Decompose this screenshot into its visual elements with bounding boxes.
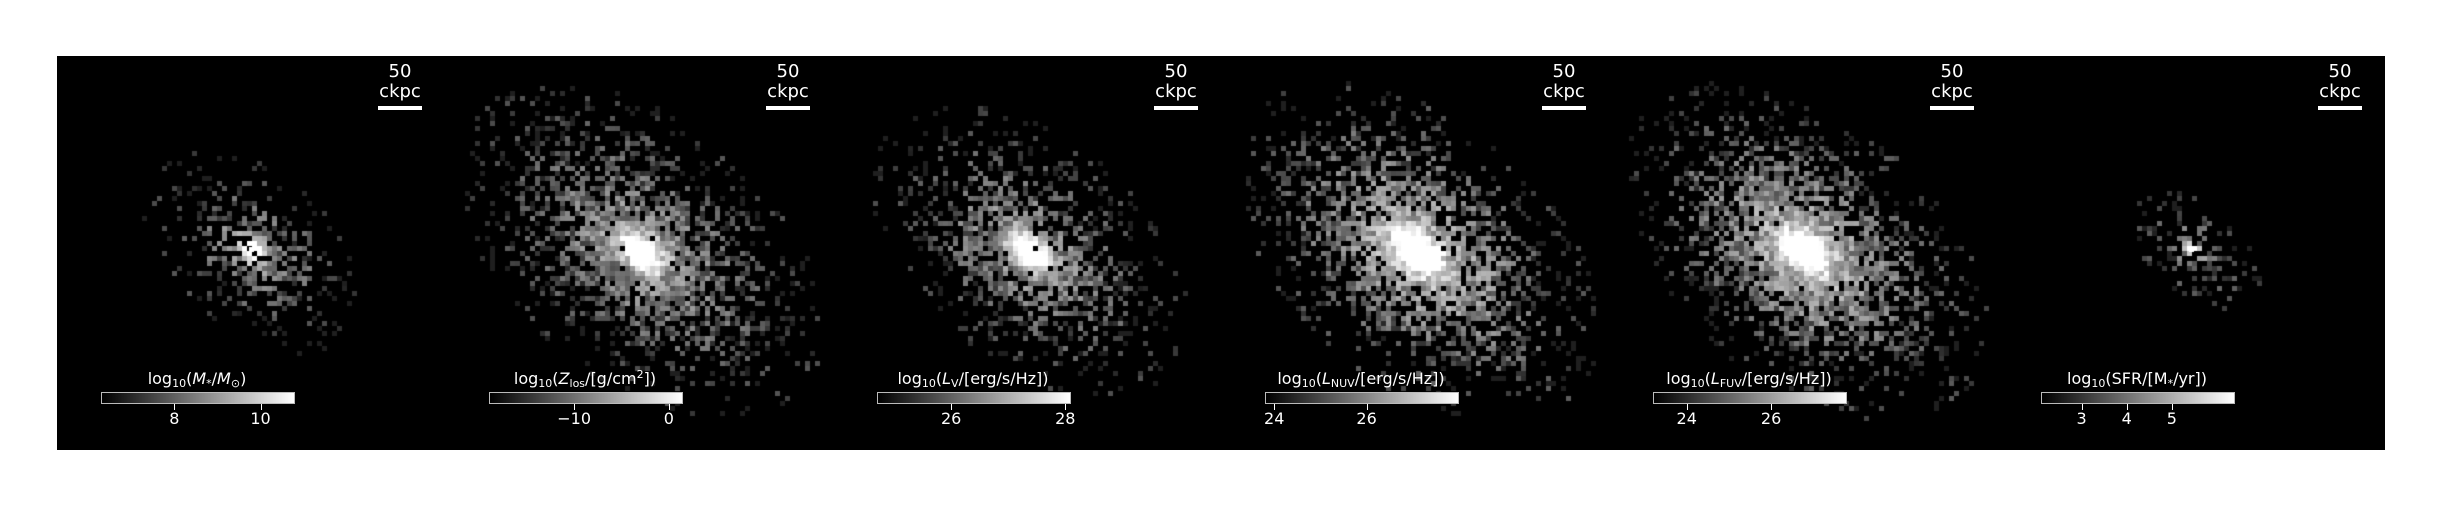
- colorbar-tick-label: 24: [1676, 409, 1697, 428]
- scale-bar: 50 ckpc: [755, 62, 821, 110]
- scale-bar-line: [766, 106, 810, 110]
- projection-map-image: [1221, 56, 1609, 450]
- colorbar-tick-label: 10: [250, 409, 271, 428]
- projection-map-image: [1997, 56, 2385, 450]
- colorbar-tick: [260, 404, 262, 410]
- colorbar-tick: [2126, 404, 2128, 410]
- colorbar-tick: [1771, 404, 1773, 410]
- colorbar: [877, 392, 1071, 404]
- colorbar-label: log10(Zlos/[g/cm2]): [513, 368, 657, 390]
- colorbar-tick: [2081, 404, 2083, 410]
- colorbar-tick: [574, 404, 576, 410]
- map-panel: 50 ckpc log10(M*/M⊙) 8 10: [57, 56, 445, 450]
- colorbar-tick-label: 0: [663, 409, 674, 428]
- colorbar: [1265, 392, 1459, 404]
- scale-bar-label: 50 ckpc: [1543, 61, 1585, 102]
- colorbar: [489, 392, 683, 404]
- scale-bar: 50 ckpc: [1531, 62, 1597, 110]
- scale-bar: 50 ckpc: [1919, 62, 1985, 110]
- scale-bar-label: 50 ckpc: [2319, 61, 2361, 102]
- map-panel: 50 ckpc log10(LV/[erg/s/Hz]) 26 28: [833, 56, 1221, 450]
- scale-bar: 50 ckpc: [367, 62, 433, 110]
- colorbar-label: log10(SFR/[M*/yr]): [2067, 369, 2207, 390]
- scale-bar-label: 50 ckpc: [767, 61, 809, 102]
- colorbar-label: log10(LFUV/[erg/s/Hz]): [1666, 369, 1832, 390]
- map-panel: 50 ckpc log10(LNUV/[erg/s/Hz]) 24 26: [1221, 56, 1609, 450]
- map-panel: 50 ckpc log10(Zlos/[g/cm2]) −10 0: [445, 56, 833, 450]
- scale-bar-label: 50 ckpc: [1155, 61, 1197, 102]
- colorbar-tick-label: 28: [1055, 409, 1076, 428]
- colorbar-tick: [1065, 404, 1067, 410]
- colorbar-label: log10(LV/[erg/s/Hz]): [897, 369, 1049, 390]
- colorbar-tick-label: 5: [2166, 409, 2177, 428]
- colorbar-tick-label: 26: [940, 409, 962, 428]
- colorbar-tick: [2171, 404, 2173, 410]
- map-panel: 50 ckpc log10(SFR/[M*/yr]) 3 4 5: [1997, 56, 2385, 450]
- map-panel: 50 ckpc log10(LFUV/[erg/s/Hz]) 24 26: [1609, 56, 1997, 450]
- colorbar-tick: [951, 404, 953, 410]
- colorbar-tick-label: 4: [2121, 409, 2132, 428]
- colorbar-tick-label: 24: [1264, 409, 1285, 428]
- colorbar-tick: [668, 404, 670, 410]
- scale-bar-line: [378, 106, 422, 110]
- scale-bar-label: 50 ckpc: [379, 61, 421, 102]
- colorbar-tick-label: 8: [169, 409, 180, 428]
- scale-bar-line: [2318, 106, 2362, 110]
- scale-bar: 50 ckpc: [1143, 62, 1209, 110]
- colorbar-tick: [1686, 404, 1688, 410]
- projection-map-image: [1609, 56, 1997, 450]
- projection-map-image: [445, 56, 833, 450]
- scale-bar: 50 ckpc: [2307, 62, 2373, 110]
- colorbar-tick-label: 26: [1760, 409, 1782, 428]
- colorbar: [2041, 392, 2235, 404]
- colorbar-tick: [1274, 404, 1276, 410]
- projection-map-image: [833, 56, 1221, 450]
- colorbar-tick-label: −10: [557, 409, 592, 428]
- colorbar-tick: [174, 404, 176, 410]
- colorbar-label: log10(M*/M⊙): [147, 369, 247, 390]
- colorbar-tick-label: 26: [1356, 409, 1377, 428]
- scale-bar-label: 50 ckpc: [1931, 61, 1973, 102]
- figure-strip: 50 ckpc log10(M*/M⊙) 8 10 50 ckpc log10(Zlos/…: [57, 56, 2389, 450]
- colorbar-tick: [1366, 404, 1368, 410]
- colorbar-label: log10(LNUV/[erg/s/Hz]): [1277, 369, 1445, 390]
- scale-bar-line: [1154, 106, 1198, 110]
- colorbar: [101, 392, 295, 404]
- scale-bar-line: [1930, 106, 1974, 110]
- colorbar-tick-label: 3: [2076, 409, 2087, 428]
- projection-map-image: [57, 56, 445, 450]
- scale-bar-line: [1542, 106, 1586, 110]
- colorbar: [1653, 392, 1847, 404]
